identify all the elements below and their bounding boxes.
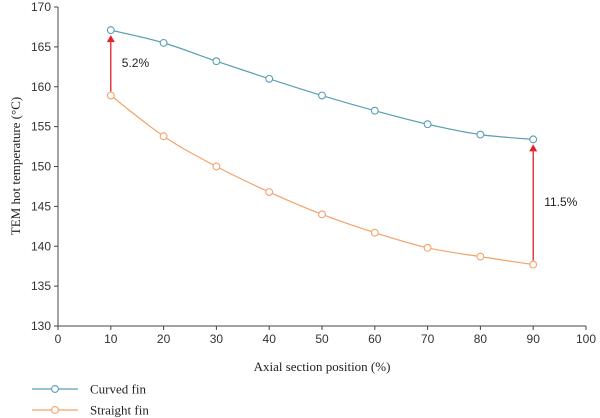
- legend-label: Curved fin: [90, 382, 146, 397]
- y-tick-label: 145: [31, 199, 51, 213]
- data-point: [212, 57, 221, 66]
- y-tick-label: 155: [31, 120, 51, 134]
- chart-legend: Curved fin Straight fin: [32, 382, 149, 418]
- annotation-arrowhead: [106, 35, 115, 43]
- y-tick-label: 160: [31, 80, 51, 94]
- annotation-label: 5.2%: [122, 56, 150, 70]
- x-axis-title: Axial section position (%): [254, 359, 391, 374]
- x-tick-label: 20: [157, 332, 171, 346]
- series-line: [110, 29, 534, 140]
- annotation-label: 11.5%: [544, 195, 577, 209]
- data-point: [476, 252, 485, 261]
- data-point: [529, 135, 538, 144]
- chart-axes: 130 135 140 145 150 155 160 165 170 0 10 20 30 40 50 60…: [31, 0, 596, 346]
- y-tick-label: 130: [31, 319, 51, 333]
- y-axis-title: TEM hot temperature (°C): [8, 97, 23, 235]
- data-point: [159, 132, 168, 141]
- data-point: [106, 91, 115, 100]
- data-point: [318, 210, 326, 219]
- y-tick-label: 135: [31, 279, 51, 293]
- data-point: [370, 228, 379, 237]
- data-point: [212, 162, 221, 171]
- x-tick-label: 0: [55, 332, 62, 346]
- data-point: [318, 91, 326, 100]
- x-tick-label: 90: [527, 332, 541, 346]
- data-point: [265, 188, 274, 196]
- data-point: [370, 106, 379, 115]
- data-point: [529, 260, 538, 269]
- x-tick-label: 50: [315, 332, 329, 346]
- data-point: [423, 243, 432, 252]
- x-tick-label: 10: [104, 332, 118, 346]
- x-tick-label: 70: [421, 332, 435, 346]
- annotation-arrowhead: [529, 144, 538, 152]
- series-line: [110, 95, 534, 266]
- data-point: [265, 74, 274, 83]
- chart-annotations: 5.2% 11.5%: [106, 35, 578, 261]
- legend-marker: [51, 406, 59, 414]
- x-tick-label: 40: [263, 332, 277, 346]
- data-point: [476, 130, 485, 139]
- y-tick-label: 165: [31, 40, 51, 54]
- chart-series: [106, 26, 538, 269]
- legend-label: Straight fin: [90, 403, 149, 418]
- y-tick-label: 140: [31, 239, 51, 253]
- y-tick-label: 170: [31, 0, 51, 14]
- y-tick-label: 150: [31, 160, 51, 174]
- x-tick-label: 100: [576, 332, 596, 346]
- data-point: [106, 26, 115, 35]
- legend-marker: [51, 385, 59, 393]
- x-tick-label: 30: [210, 332, 224, 346]
- data-point: [159, 38, 168, 47]
- x-tick-label: 80: [474, 332, 488, 346]
- data-point: [423, 120, 432, 129]
- x-tick-label: 60: [368, 332, 382, 346]
